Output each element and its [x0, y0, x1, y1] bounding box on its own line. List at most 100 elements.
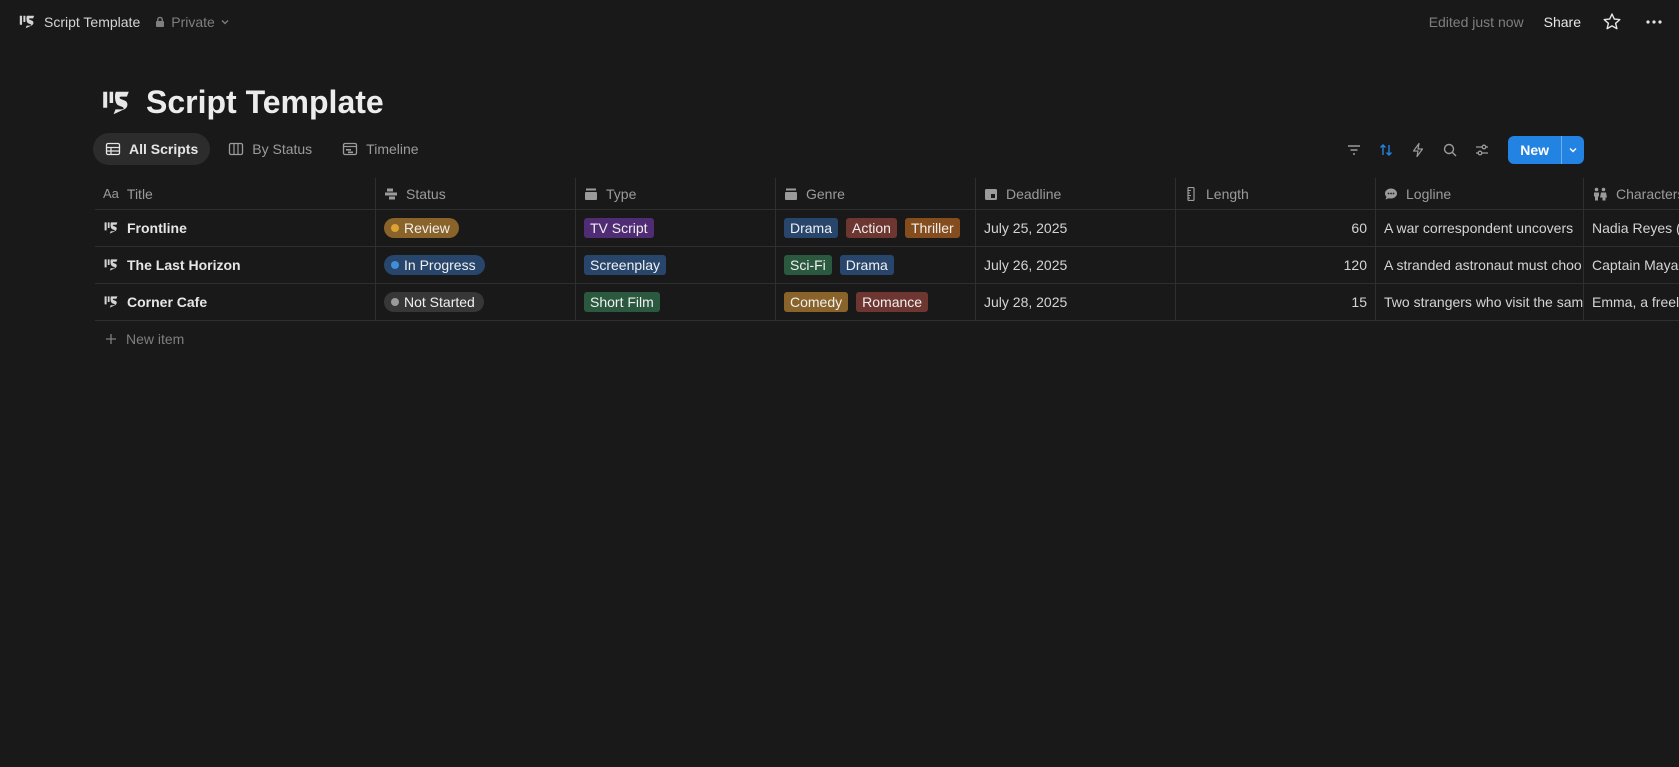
tab-label: Timeline — [366, 141, 419, 157]
automation-bolt-icon[interactable] — [1408, 140, 1428, 160]
length-cell[interactable]: 120 — [1176, 247, 1376, 283]
more-options-icon[interactable] — [1643, 11, 1665, 33]
tab-label: By Status — [252, 141, 313, 157]
genre-tag: Sci-Fi — [784, 255, 832, 275]
genre-tag: Comedy — [784, 292, 849, 312]
row-title: Corner Cafe — [127, 294, 208, 310]
text-property-icon: Aa — [103, 186, 119, 201]
script-icon — [19, 15, 35, 29]
status-dot — [391, 298, 399, 306]
type-cell[interactable]: Short Film — [576, 284, 776, 320]
logline-cell[interactable]: A war correspondent uncovers — [1376, 210, 1584, 246]
sort-icon[interactable] — [1376, 140, 1396, 160]
chevron-down-icon[interactable] — [1561, 136, 1584, 164]
chevron-down-icon — [221, 20, 229, 25]
page-title-text: Script Template — [146, 84, 384, 120]
status-cell[interactable]: Not Started — [376, 284, 576, 320]
lock-icon — [156, 16, 165, 27]
title-cell[interactable]: Corner Cafe — [95, 284, 376, 320]
people-icon — [1594, 187, 1607, 200]
privacy-selector[interactable]: Private — [154, 14, 230, 30]
deadline-cell[interactable]: July 25, 2025 — [976, 210, 1176, 246]
type-tag: Screenplay — [584, 255, 667, 275]
status-cell[interactable]: Review — [376, 210, 576, 246]
script-icon — [103, 91, 129, 114]
new-button-label: New — [1520, 142, 1549, 158]
database-toolbar: New — [1344, 136, 1584, 164]
type-cell[interactable]: TV Script — [576, 210, 776, 246]
tab-all-scripts[interactable]: All Scripts — [93, 133, 211, 165]
tab-by-status[interactable]: By Status — [216, 133, 324, 165]
status-property-icon — [385, 188, 397, 199]
column-header-type[interactable]: Type — [576, 178, 776, 209]
genre-cell[interactable]: Comedy Romance — [776, 284, 976, 320]
table-header: Aa Title Status Type Genre Deadline Leng… — [95, 178, 1679, 210]
characters-cell[interactable]: Captain Maya C — [1592, 257, 1679, 273]
column-header-status[interactable]: Status — [376, 178, 576, 209]
column-header-genre[interactable]: Genre — [776, 178, 976, 209]
title-cell[interactable]: Frontline — [95, 210, 376, 246]
breadcrumb-title: Script Template — [44, 14, 141, 30]
calendar-icon — [985, 188, 997, 200]
status-badge: Review — [384, 218, 459, 238]
script-icon — [104, 296, 118, 308]
genre-cell[interactable]: Sci-Fi Drama — [776, 247, 976, 283]
top-bar: Script Template Private Edited just now … — [0, 0, 1679, 44]
select-property-icon — [585, 188, 597, 200]
breadcrumb[interactable]: Script Template — [18, 13, 140, 31]
genre-tag: Thriller — [904, 218, 960, 238]
favorite-star-icon[interactable] — [1601, 11, 1623, 33]
page-title: Script Template — [100, 84, 384, 121]
title-cell[interactable]: The Last Horizon — [95, 247, 376, 283]
view-settings-icon[interactable] — [1472, 140, 1492, 160]
type-tag: TV Script — [584, 218, 654, 238]
table-row[interactable]: The Last Horizon In Progress Screenplay … — [95, 247, 1679, 284]
row-title: The Last Horizon — [127, 257, 241, 273]
table-body: Frontline Review TV Script Drama Action Th… — [95, 210, 1679, 321]
logline-cell[interactable]: Two strangers who visit the sam — [1376, 284, 1584, 320]
top-actions: Edited just now Share — [1429, 11, 1665, 33]
table-row[interactable]: Corner Cafe Not Started Short Film Comed… — [95, 284, 1679, 321]
row-title: Frontline — [127, 220, 187, 236]
table-row[interactable]: Frontline Review TV Script Drama Action Th… — [95, 210, 1679, 247]
status-dot — [391, 261, 399, 269]
deadline-cell[interactable]: July 26, 2025 — [976, 247, 1176, 283]
share-button[interactable]: Share — [1543, 14, 1581, 30]
deadline-cell[interactable]: July 28, 2025 — [976, 284, 1176, 320]
search-icon[interactable] — [1440, 140, 1460, 160]
status-badge: Not Started — [384, 292, 484, 312]
plus-icon — [106, 334, 116, 344]
tab-label: All Scripts — [129, 141, 199, 157]
type-tag: Short Film — [584, 292, 660, 312]
scripts-table: Aa Title Status Type Genre Deadline Leng… — [95, 178, 1679, 357]
logline-cell[interactable]: A stranded astronaut must choo — [1376, 247, 1584, 283]
speech-bubble-icon — [1385, 188, 1397, 199]
new-button[interactable]: New — [1508, 136, 1584, 164]
genre-tag: Romance — [856, 292, 929, 312]
length-cell[interactable]: 60 — [1176, 210, 1376, 246]
status-cell[interactable]: In Progress — [376, 247, 576, 283]
script-icon — [104, 259, 118, 271]
column-header-title[interactable]: Aa Title — [95, 178, 376, 209]
board-icon — [229, 142, 244, 156]
column-header-characters[interactable]: Characters — [1584, 178, 1679, 209]
column-header-logline[interactable]: Logline — [1376, 178, 1584, 209]
characters-cell[interactable]: Nadia Reyes (co — [1592, 220, 1679, 236]
table-icon — [105, 142, 121, 156]
multi-select-property-icon — [785, 188, 797, 200]
genre-tag: Action — [846, 218, 897, 238]
filter-icon[interactable] — [1344, 140, 1364, 160]
genre-cell[interactable]: Drama Action Thriller — [776, 210, 976, 246]
new-item-label: New item — [126, 331, 185, 347]
column-header-length[interactable]: Length — [1176, 178, 1376, 209]
status-dot — [391, 224, 399, 232]
tab-timeline[interactable]: Timeline — [330, 133, 430, 165]
length-cell[interactable]: 15 — [1176, 284, 1376, 320]
view-tabs: All Scripts By Status Timeline — [93, 133, 431, 165]
characters-cell[interactable]: Emma, a freelan — [1592, 294, 1679, 310]
privacy-label: Private — [171, 14, 215, 30]
column-header-deadline[interactable]: Deadline — [976, 178, 1176, 209]
genre-tag: Drama — [784, 218, 839, 238]
new-item-button[interactable]: New item — [95, 321, 1679, 357]
type-cell[interactable]: Screenplay — [576, 247, 776, 283]
